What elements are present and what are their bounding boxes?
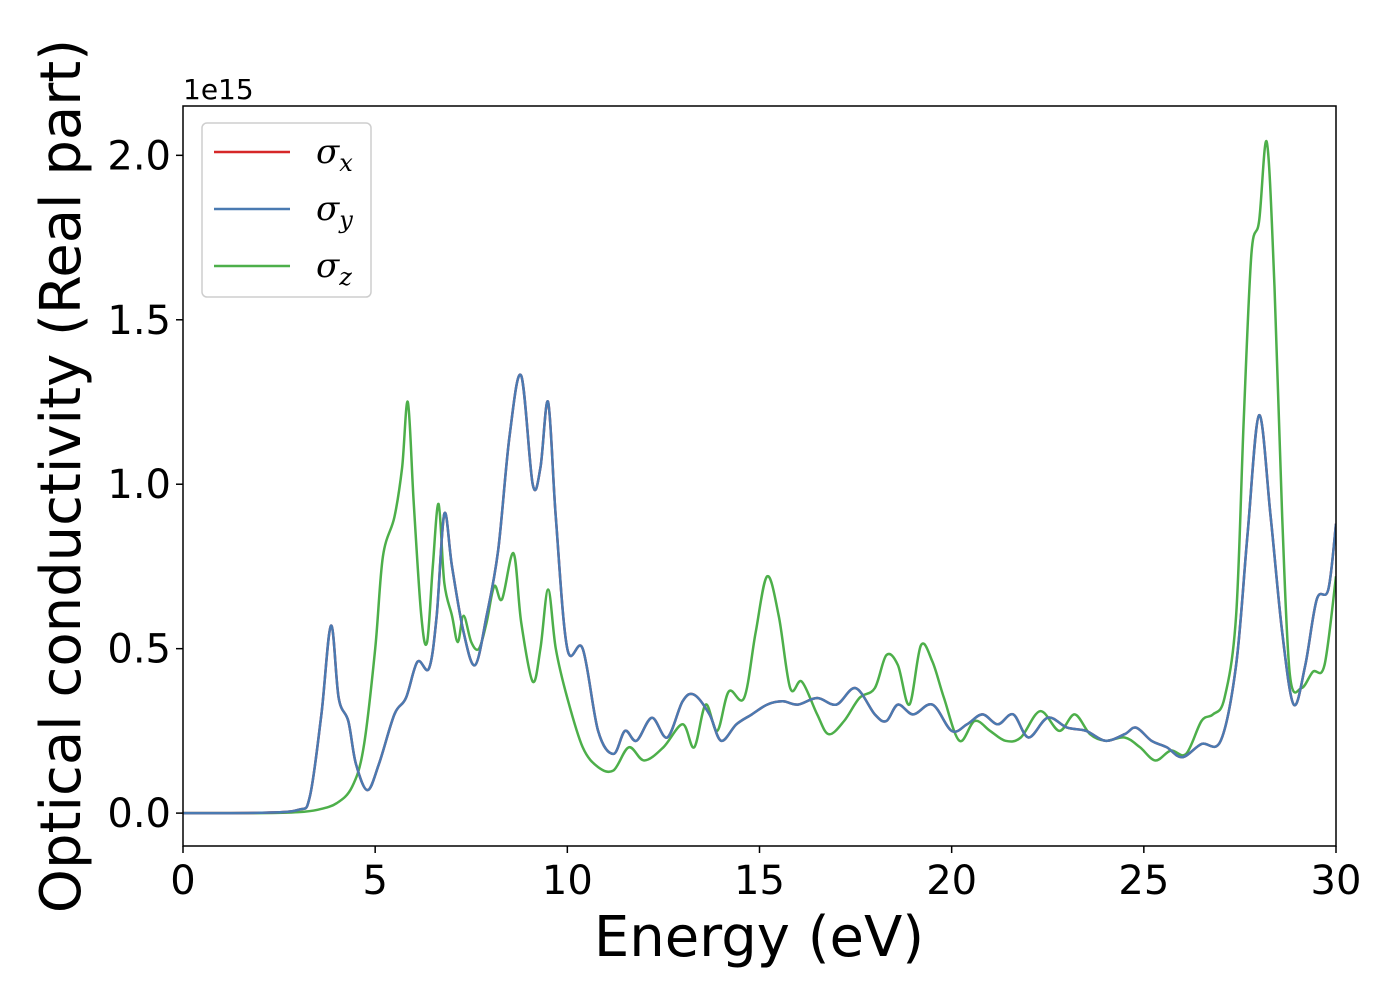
y-offset-label: 1e15 — [183, 73, 254, 106]
x-tick-label: 15 — [734, 858, 785, 904]
x-tick-label: 25 — [1118, 858, 1169, 904]
series-line-y — [183, 373, 1336, 815]
legend: σx σy σz — [201, 122, 372, 298]
legend-label-z: σz — [316, 246, 352, 291]
y-tick-label: 0.0 — [107, 791, 171, 837]
x-axis: 0 5 10 15 20 25 30 — [170, 846, 1361, 904]
legend-label-x: σx — [316, 132, 353, 177]
legend-label-y: σy — [316, 189, 353, 234]
series-line-z — [183, 139, 1336, 815]
y-axis-title: Optical conductivity (Real part) — [29, 39, 94, 913]
x-tick-label: 10 — [542, 858, 593, 904]
y-tick-label: 1.0 — [107, 462, 171, 508]
x-tick-label: 5 — [362, 858, 387, 904]
y-tick-label: 0.5 — [107, 627, 171, 673]
x-tick-label: 0 — [170, 858, 195, 904]
y-tick-label: 1.5 — [107, 298, 171, 344]
x-tick-label: 20 — [926, 858, 977, 904]
series-line-x — [183, 373, 1336, 815]
x-axis-title: Energy (eV) — [594, 905, 924, 970]
legend-items: σx σy σz — [214, 132, 353, 291]
y-tick-label: 2.0 — [107, 133, 171, 179]
y-axis: 0.0 0.5 1.0 1.5 2.0 — [107, 133, 183, 837]
x-tick-label: 30 — [1311, 858, 1362, 904]
lines-layer — [183, 139, 1336, 815]
